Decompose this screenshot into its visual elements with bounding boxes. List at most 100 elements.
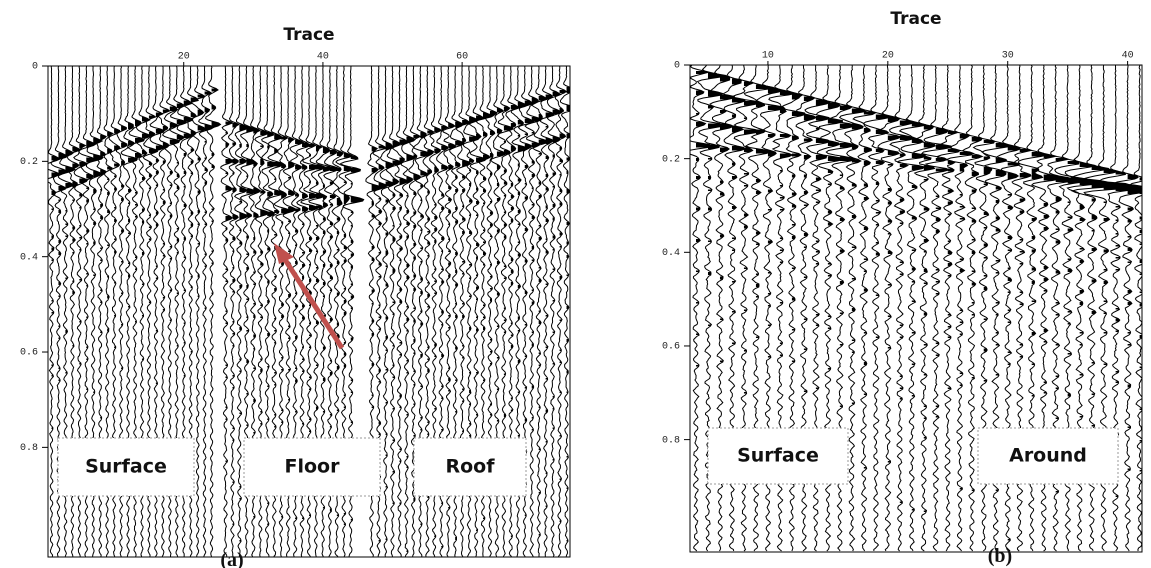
wiggle-fill <box>93 138 104 509</box>
seismic-trace <box>1112 65 1142 552</box>
axis-title: Trace <box>890 9 941 29</box>
x-tick-label: 20 <box>178 52 190 63</box>
y-tick-label: 0.2 <box>662 154 680 165</box>
wiggle-fill <box>559 90 567 522</box>
y-tick-label: 0 <box>674 61 680 72</box>
plot-frame <box>689 64 1143 553</box>
seismic-trace <box>877 64 903 552</box>
seismic-trace <box>379 66 395 557</box>
wiggle-fill <box>552 91 561 555</box>
seismic-trace <box>962 64 984 552</box>
seismic-trace <box>936 64 962 552</box>
wiggle-fill <box>385 142 395 540</box>
wiggle-fill <box>503 106 514 554</box>
region-box <box>707 427 849 485</box>
seismic-trace <box>48 66 62 557</box>
wiggle-fill <box>455 121 464 540</box>
x-tick-label: 20 <box>882 51 894 62</box>
y-tick-label: 0.6 <box>662 342 680 353</box>
x-tick-label: 60 <box>456 52 468 63</box>
wiggle-fill <box>392 141 402 546</box>
wiggle-fill <box>315 145 325 534</box>
y-tick-label: 0.8 <box>20 443 38 454</box>
wiggle-fill <box>322 147 333 540</box>
seismic-trace <box>190 66 206 557</box>
x-tick-label: 40 <box>317 52 329 63</box>
wiggle-fill <box>524 100 535 546</box>
wiggle-fill <box>510 105 519 537</box>
wiggle-fill <box>496 108 506 549</box>
y-tick-label: 0.2 <box>20 157 38 168</box>
region-label: Roof <box>445 456 495 478</box>
seismic-trace <box>546 66 562 557</box>
seismic-trace <box>554 66 568 557</box>
y-tick-label: 0.4 <box>20 252 38 263</box>
y-tick-label: 0.6 <box>20 348 38 359</box>
region-box <box>977 427 1119 485</box>
seismic-trace <box>531 66 549 557</box>
region-label: Surface <box>85 456 167 478</box>
region-label: Around <box>1009 445 1087 467</box>
wiggle-fill <box>190 97 199 353</box>
seismic-trace <box>838 64 868 552</box>
wiggle-fill <box>476 115 486 542</box>
region-box <box>57 437 195 497</box>
plot-frame <box>47 65 571 558</box>
seismic-trace <box>862 64 892 552</box>
seismic-trace <box>198 66 215 557</box>
arrow-head <box>274 243 294 264</box>
wiggle-fill <box>489 111 497 554</box>
x-tick-label: 40 <box>1122 51 1134 62</box>
seismic-trace <box>560 66 570 557</box>
region-label: Floor <box>285 456 341 478</box>
seismic-trace <box>227 66 240 557</box>
wiggle-fill <box>538 96 548 536</box>
panel-caption: (b) <box>988 545 1012 567</box>
wiggle-fill <box>779 90 796 541</box>
seismic-trace <box>408 66 422 557</box>
region-label: Surface <box>737 445 819 467</box>
seismic-trace <box>1128 64 1142 552</box>
wiggle-fill <box>413 135 421 531</box>
seismic-trace <box>897 64 928 552</box>
seismic-trace <box>205 66 222 557</box>
seismic-trace <box>392 66 410 557</box>
seismic-trace <box>539 66 555 557</box>
seismic-trace <box>233 66 250 557</box>
region-box <box>413 437 527 497</box>
wiggle-fill <box>731 78 746 448</box>
wiggle-fill <box>827 102 844 536</box>
seismic-trace <box>889 64 916 552</box>
seismic-trace <box>852 65 877 552</box>
wiggle-fill <box>469 117 479 551</box>
seismic-trace <box>400 66 417 557</box>
seismic-trace <box>945 64 975 552</box>
x-tick-label: 10 <box>762 51 774 62</box>
wiggle-fill <box>378 145 387 542</box>
y-tick-label: 0.4 <box>662 248 680 259</box>
seismic-trace <box>920 64 952 552</box>
wiggle-fill <box>791 93 806 529</box>
arrow-shaft <box>281 256 345 350</box>
seismic-trace <box>220 66 234 557</box>
wiggle-fill <box>434 127 442 537</box>
y-tick-label: 0.8 <box>662 435 680 446</box>
wiggle-fill <box>121 126 128 506</box>
y-tick-label: 0 <box>32 62 38 73</box>
wiggle-fill <box>959 134 974 490</box>
wiggle-fill <box>420 132 430 525</box>
wiggle-fill <box>983 140 995 485</box>
wiggle-fill <box>755 84 774 535</box>
wiggle-fill <box>406 136 416 552</box>
wiggle-fill <box>971 137 983 502</box>
wiggle-fill <box>225 121 233 515</box>
wiggle-fill <box>65 150 75 522</box>
wiggle-fill <box>545 94 555 537</box>
panel-caption: (a) <box>220 549 243 568</box>
axis-title: Trace <box>283 25 334 45</box>
seismic-trace <box>913 64 936 552</box>
wiggle-fill <box>1127 174 1142 521</box>
wiggle-fill <box>427 130 434 551</box>
x-tick-label: 30 <box>1002 51 1014 62</box>
